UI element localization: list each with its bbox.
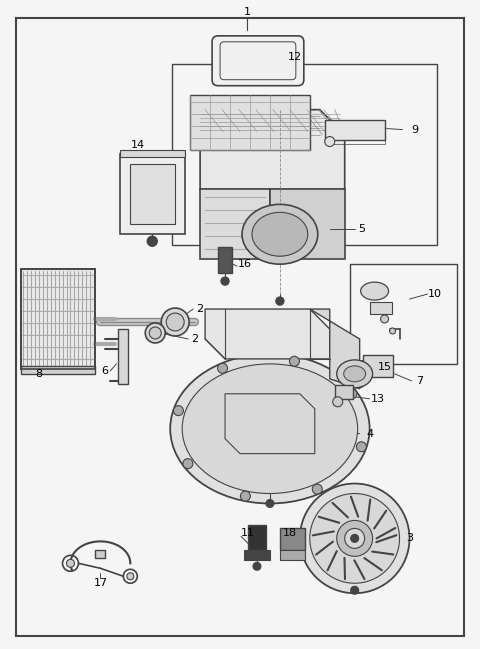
Text: 18: 18 [283, 528, 297, 539]
Text: 8: 8 [35, 369, 42, 379]
Circle shape [357, 442, 366, 452]
Circle shape [266, 500, 274, 508]
Bar [248, 526, 266, 550]
Text: 17: 17 [93, 578, 108, 588]
Ellipse shape [170, 354, 370, 504]
Circle shape [173, 406, 183, 415]
Circle shape [336, 520, 372, 556]
Circle shape [390, 328, 396, 334]
Circle shape [147, 236, 157, 246]
FancyBboxPatch shape [212, 36, 304, 86]
Ellipse shape [145, 323, 165, 343]
Circle shape [289, 356, 300, 366]
Circle shape [312, 484, 322, 494]
Polygon shape [225, 394, 315, 454]
Circle shape [351, 534, 359, 543]
Circle shape [221, 277, 229, 285]
Ellipse shape [166, 313, 184, 331]
Text: 1: 1 [243, 7, 251, 17]
Ellipse shape [242, 204, 318, 264]
Text: 16: 16 [238, 259, 252, 269]
Text: 13: 13 [371, 394, 384, 404]
Ellipse shape [344, 366, 366, 382]
Circle shape [351, 586, 359, 594]
Bar [120, 154, 185, 234]
Text: 12: 12 [288, 52, 302, 62]
Bar [119, 329, 128, 384]
Circle shape [67, 559, 74, 567]
Circle shape [333, 397, 343, 407]
Bar [21, 366, 96, 374]
Bar [370, 302, 392, 314]
Polygon shape [200, 110, 345, 190]
Bar [218, 247, 232, 273]
Bar [172, 64, 437, 245]
Text: 2: 2 [196, 304, 204, 314]
Bar [327, 125, 384, 143]
Ellipse shape [360, 282, 389, 300]
Polygon shape [205, 309, 330, 359]
Circle shape [183, 459, 193, 469]
Circle shape [276, 297, 284, 305]
Bar [325, 119, 384, 140]
Ellipse shape [182, 364, 358, 493]
Bar [280, 550, 305, 560]
Circle shape [127, 573, 134, 580]
Ellipse shape [336, 360, 372, 388]
Bar [335, 385, 353, 398]
Text: 4: 4 [366, 429, 373, 439]
Circle shape [347, 389, 357, 398]
Polygon shape [200, 190, 270, 259]
Ellipse shape [161, 308, 189, 336]
Text: 6: 6 [101, 366, 108, 376]
Bar [21, 269, 96, 369]
Bar [190, 95, 310, 149]
Bar [280, 528, 305, 550]
Bar [96, 550, 106, 558]
Text: 2: 2 [192, 334, 199, 344]
Text: 10: 10 [427, 289, 442, 299]
Text: 15: 15 [378, 362, 392, 372]
Text: 9: 9 [411, 125, 418, 134]
Circle shape [356, 380, 364, 388]
Bar [363, 355, 393, 377]
Bar [120, 149, 185, 158]
Bar [350, 264, 457, 364]
Circle shape [381, 315, 389, 323]
Text: 11: 11 [241, 528, 255, 539]
Circle shape [310, 493, 399, 583]
Text: 7: 7 [416, 376, 423, 386]
Ellipse shape [252, 212, 308, 256]
Bar [244, 550, 270, 560]
Bar [130, 164, 175, 225]
Ellipse shape [149, 327, 161, 339]
Text: 14: 14 [131, 140, 145, 149]
Text: 3: 3 [406, 533, 413, 543]
Bar [21, 269, 96, 369]
Circle shape [253, 562, 261, 570]
Circle shape [345, 528, 365, 548]
Circle shape [240, 491, 251, 501]
Text: 5: 5 [358, 225, 365, 234]
Polygon shape [270, 190, 345, 259]
Polygon shape [310, 309, 360, 389]
Circle shape [217, 363, 228, 373]
Circle shape [300, 484, 409, 593]
Circle shape [325, 136, 335, 147]
